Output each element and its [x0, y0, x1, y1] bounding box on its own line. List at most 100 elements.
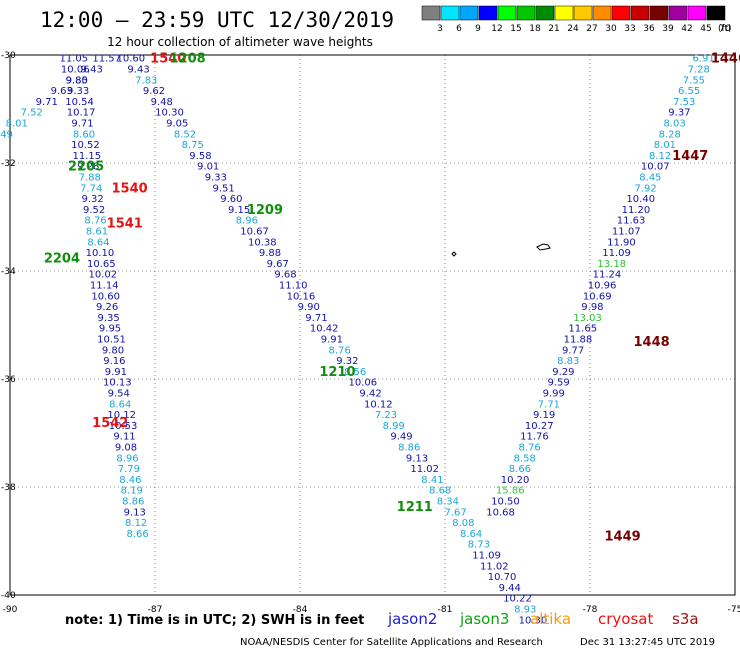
wave-height-value: 9.19 — [533, 410, 555, 421]
wave-height-value: 8.64 — [87, 237, 109, 248]
wave-height-value: 11.88 — [564, 335, 593, 346]
scale-label: 42 — [681, 24, 692, 34]
wave-height-value: 9.91 — [105, 367, 127, 378]
wave-height-value: 9.63 — [51, 86, 73, 97]
lon-label: -84 — [293, 605, 308, 615]
wave-height-value: 10.12 — [364, 399, 393, 410]
wave-height-value: 10.40 — [626, 194, 655, 205]
scale-swatch — [592, 5, 612, 21]
scale-swatch — [687, 5, 707, 21]
scale-swatch — [516, 5, 536, 21]
scale-swatch — [706, 5, 726, 21]
wave-height-value: 9.68 — [274, 270, 296, 281]
lat-label: -36 — [1, 375, 16, 385]
lat-label: -40 — [1, 591, 16, 601]
island-right — [536, 243, 551, 251]
map-subtitle: 12 hour collection of altimeter wave hei… — [107, 35, 373, 49]
wave-height-value: 10.10 — [86, 248, 115, 259]
wave-height-value: 9.77 — [562, 345, 584, 356]
scale-label: 30 — [605, 24, 617, 34]
wave-height-value: 9.43 — [127, 65, 149, 76]
lon-label: -90 — [3, 605, 18, 615]
lon-label: -78 — [583, 605, 598, 615]
wave-height-value: 10.07 — [641, 162, 670, 173]
wave-height-value: 9.43 — [81, 65, 103, 76]
wave-height-value: 11.07 — [612, 227, 641, 238]
wave-height-value: 9.98 — [581, 302, 603, 313]
wave-height-value: 9.99 — [543, 389, 565, 400]
wave-height-value: 8.64 — [109, 399, 131, 410]
scale-swatch — [535, 5, 555, 21]
scale-swatch — [573, 5, 593, 21]
footer-timestamp: Dec 31 13:27:45 UTC 2019 — [580, 637, 715, 648]
wave-height-value: 9.13 — [406, 453, 428, 464]
wave-height-value: 10.52 — [71, 140, 100, 151]
wave-height-value: 9.08 — [115, 443, 137, 454]
islands — [451, 243, 551, 257]
wave-height-value: 11.09 — [472, 551, 501, 562]
legend-item-s3a: s3a — [672, 610, 699, 628]
pass-time-label: 1542 — [92, 416, 128, 431]
scale-label: 33 — [624, 24, 635, 34]
wave-height-value: 7.67 — [445, 507, 467, 518]
pass-time-label: 1446 — [711, 52, 740, 67]
lon-label: -81 — [438, 605, 453, 615]
wave-height-value: 8.61 — [86, 227, 108, 238]
wave-height-value: 8.49 — [0, 129, 13, 140]
wave-height-value: 9.29 — [552, 367, 574, 378]
wave-height-value: 9.62 — [143, 86, 165, 97]
legend-item-cryosat: cryosat — [598, 610, 653, 628]
wave-height-value: 13.18 — [597, 259, 626, 270]
wave-height-value: 10.50 — [491, 497, 520, 508]
scale-swatch — [478, 5, 498, 21]
scale-label: 12 — [491, 24, 502, 34]
wave-height-value: 10.65 — [87, 259, 116, 270]
wave-height-value: 9.28 — [77, 162, 99, 173]
scale-swatch — [630, 5, 650, 21]
wave-height-value: 8.08 — [452, 518, 474, 529]
wave-height-value: 10.13 — [103, 378, 132, 389]
pass-time-label: 1210 — [319, 365, 355, 380]
scale-label: 27 — [586, 24, 597, 34]
wave-height-value: 8.19 — [121, 486, 143, 497]
wave-height-value: 10.42 — [310, 324, 339, 335]
scale-unit: (ft) — [718, 24, 732, 34]
wave-height-value: 9.05 — [166, 119, 188, 130]
wave-height-value: 8.68 — [429, 486, 451, 497]
wave-height-value: 9.71 — [71, 119, 93, 130]
pass-time-label: 1447 — [672, 149, 708, 164]
wave-height-value: 10.27 — [525, 421, 554, 432]
wave-height-value: 9.71 — [305, 313, 327, 324]
wave-height-value: 10.96 — [588, 281, 617, 292]
island-left — [451, 251, 457, 257]
wave-height-value: 10.12 — [107, 410, 136, 421]
graticule — [10, 55, 735, 595]
wave-height-value: 9.49 — [390, 432, 412, 443]
map-title: 12:00 – 23:59 UTC 12/30/2019 — [40, 8, 394, 32]
wave-height-value: 9.26 — [96, 302, 118, 313]
wave-height-value: 7.74 — [80, 183, 102, 194]
wave-height-value: 10.60 — [117, 54, 146, 65]
axis-labels: -90 -87 -84 -81 -78 -75 -30 -32 -34 -36 -38 -40 — [1, 51, 740, 615]
wave-height-value: 8.03 — [663, 119, 685, 130]
wave-height-value: 10.30 — [155, 108, 184, 119]
scale-label: 3 — [437, 24, 443, 34]
wave-height-value: 15.86 — [496, 486, 525, 497]
wave-height-value: 10.17 — [67, 108, 96, 119]
wave-height-value: 8.66 — [126, 529, 148, 540]
wave-height-value: 9.67 — [267, 259, 289, 270]
wave-height-value: 11.76 — [520, 432, 549, 443]
wave-height-value: 9.01 — [197, 162, 219, 173]
scale-label: 9 — [475, 24, 481, 34]
wave-height-value: 8.96 — [116, 453, 138, 464]
scale-label: 21 — [548, 24, 559, 34]
wave-height-value: 13.03 — [573, 313, 602, 324]
pass-time-label: 1211 — [397, 500, 433, 515]
wave-height-value: 10.70 — [488, 572, 517, 583]
wave-height-value: 8.86 — [122, 497, 144, 508]
scale-label: 36 — [643, 24, 655, 34]
wave-height-value: 7.23 — [375, 410, 397, 421]
wave-height-value: 8.12 — [649, 151, 671, 162]
wave-height-value: 11.05 — [59, 54, 88, 65]
wave-height-value: 9.13 — [124, 507, 146, 518]
